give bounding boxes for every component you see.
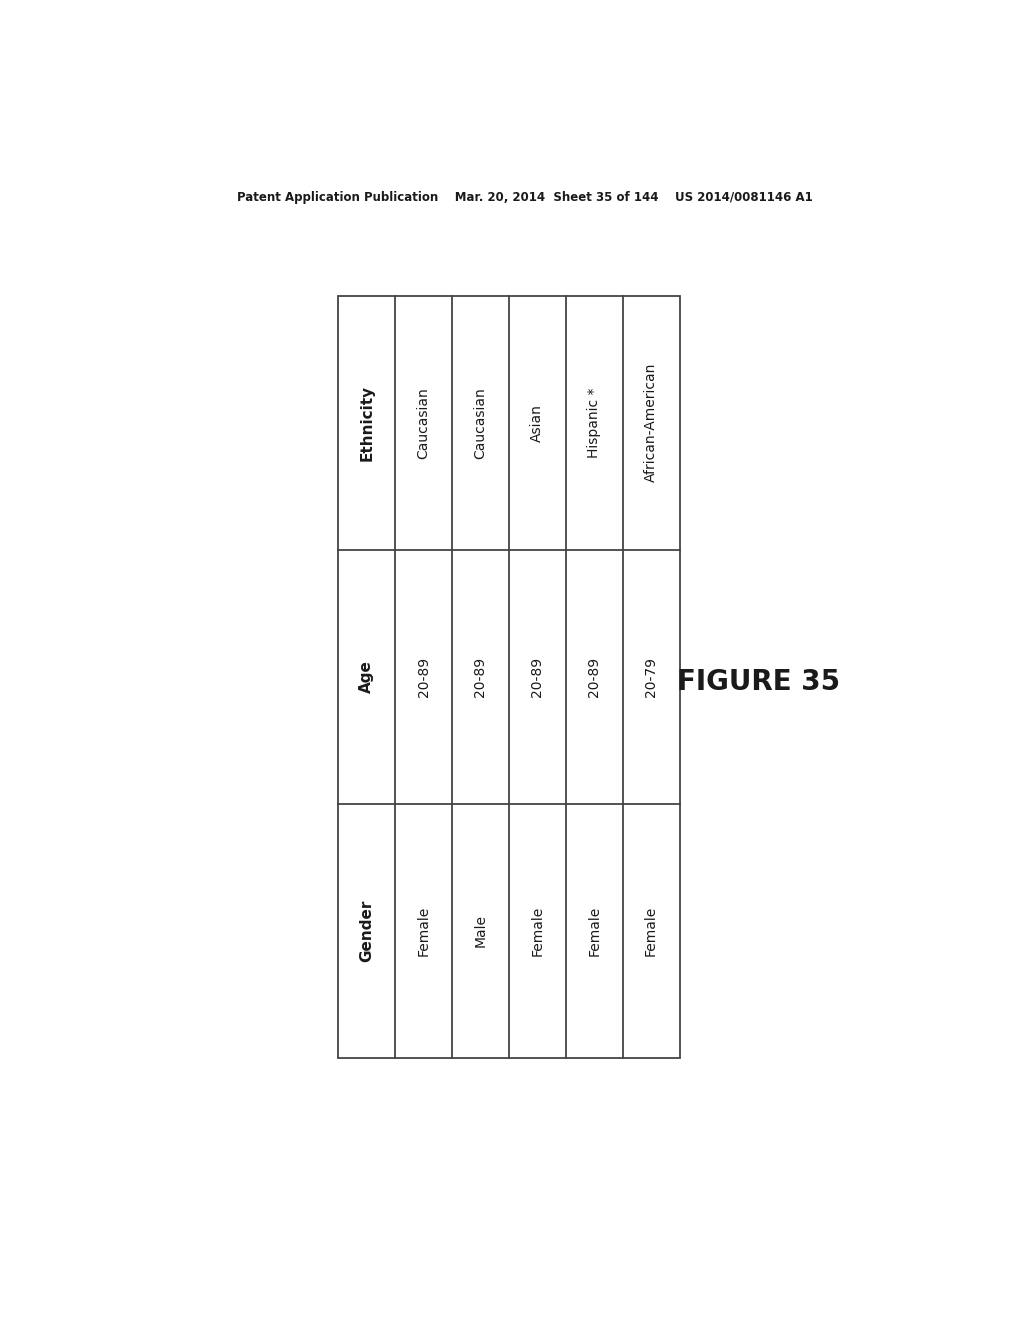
Text: 20-89: 20-89 <box>530 657 545 697</box>
Text: African-American: African-American <box>644 363 658 482</box>
Bar <box>338 296 680 1057</box>
Text: 20-89: 20-89 <box>587 657 601 697</box>
Text: Caucasian: Caucasian <box>473 387 487 458</box>
Text: Female: Female <box>587 906 601 956</box>
Text: 20-89: 20-89 <box>473 657 487 697</box>
Text: Female: Female <box>530 906 545 956</box>
Text: FIGURE 35: FIGURE 35 <box>677 668 841 696</box>
Text: Female: Female <box>417 906 431 956</box>
Text: Gender: Gender <box>359 900 374 962</box>
Text: Ethnicity: Ethnicity <box>359 384 374 461</box>
Text: Male: Male <box>473 915 487 948</box>
Text: Patent Application Publication    Mar. 20, 2014  Sheet 35 of 144    US 2014/0081: Patent Application Publication Mar. 20, … <box>237 190 813 203</box>
Text: 20-79: 20-79 <box>644 657 658 697</box>
Text: Asian: Asian <box>530 404 545 442</box>
Text: 20-89: 20-89 <box>417 657 431 697</box>
Text: Hispanic *: Hispanic * <box>587 387 601 458</box>
Text: Age: Age <box>359 660 374 693</box>
Text: Female: Female <box>644 906 658 956</box>
Text: Caucasian: Caucasian <box>417 387 431 458</box>
